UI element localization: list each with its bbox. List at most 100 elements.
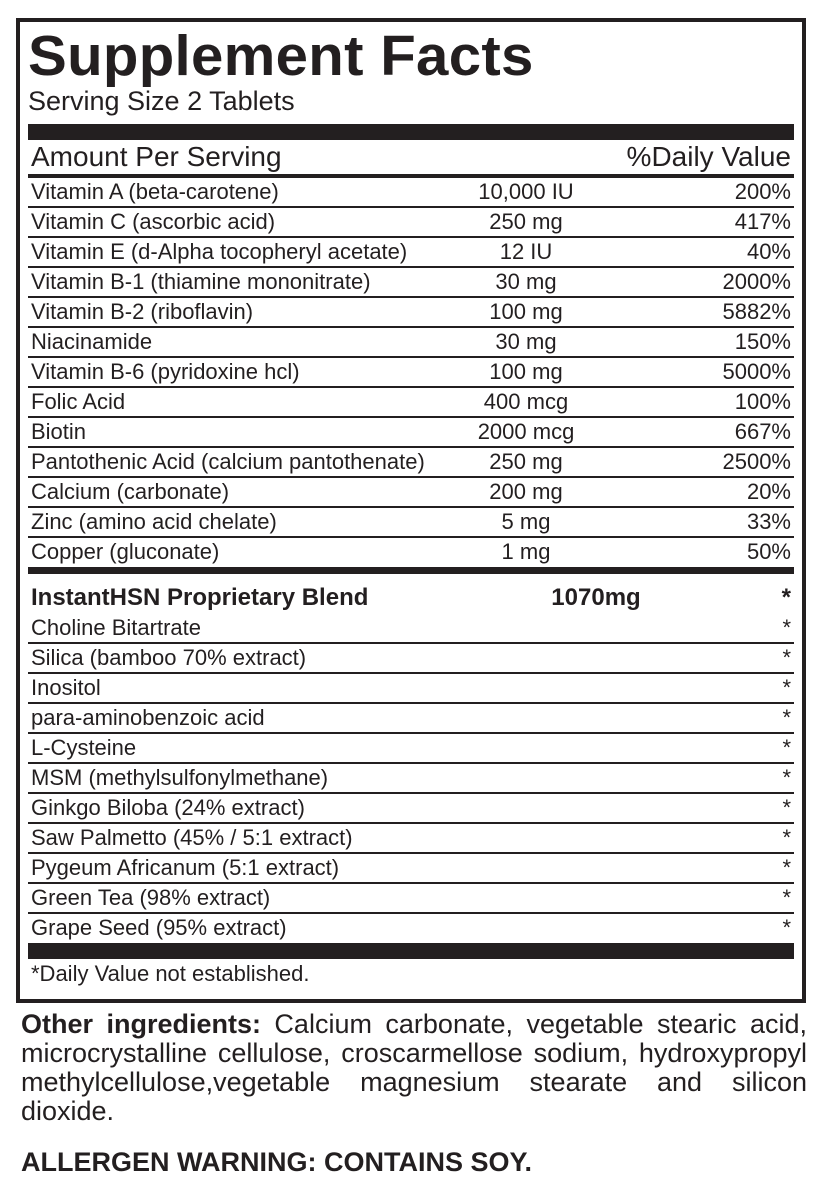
ingredient-daily-value: * — [782, 765, 791, 790]
nutrient-row: Vitamin B-1 (thiamine mononitrate) 30 mg 2… — [28, 268, 794, 298]
ingredient-name: Green Tea (98% extract) — [31, 885, 271, 910]
nutrient-amount: 30 mg — [495, 329, 557, 354]
blend-ingredient-row: Green Tea (98% extract) * — [28, 884, 794, 914]
nutrient-row: Vitamin E (d-Alpha tocopheryl acetate) 12… — [28, 238, 794, 268]
daily-value-label: %Daily Value — [626, 141, 791, 172]
ingredient-name: Ginkgo Biloba (24% extract) — [31, 795, 305, 820]
ingredient-name: Choline Bitartrate — [31, 615, 201, 640]
ingredient-daily-value: * — [782, 795, 791, 820]
nutrient-daily-value: 50% — [746, 539, 791, 564]
blend-ingredient-row: MSM (methylsulfonylmethane) * — [28, 764, 794, 794]
nutrient-daily-value: 5882% — [722, 299, 791, 324]
nutrient-amount: 250 mg — [489, 449, 563, 474]
divider-bar — [28, 124, 794, 140]
nutrient-name: Vitamin E (d-Alpha tocopheryl acetate) — [31, 239, 408, 264]
ingredient-name: Silica (bamboo 70% extract) — [31, 645, 307, 670]
nutrient-row: Pantothenic Acid (calcium pantothenate) 2… — [28, 448, 794, 478]
ingredient-name: MSM (methylsulfonylmethane) — [31, 765, 329, 790]
panel-title: Supplement Facts — [28, 24, 534, 88]
nutrient-daily-value: 150% — [734, 329, 791, 354]
ingredient-name: Inositol — [31, 675, 101, 700]
ingredient-daily-value: * — [782, 855, 791, 880]
blend-ingredient-row: Ginkgo Biloba (24% extract) * — [28, 794, 794, 824]
ingredient-name: Pygeum Africanum (5:1 extract) — [31, 855, 340, 880]
nutrient-row: Vitamin C (ascorbic acid) 250 mg 417% — [28, 208, 794, 238]
nutrient-daily-value: 100% — [734, 389, 791, 414]
nutrient-row: Folic Acid 400 mcg 100% — [28, 388, 794, 418]
serving-size: Serving Size 2 Tablets — [28, 86, 295, 116]
nutrient-amount: 1 mg — [501, 539, 551, 564]
blend-ingredient-row: Inositol * — [28, 674, 794, 704]
blend-ingredient-row: Saw Palmetto (45% / 5:1 extract) * — [28, 824, 794, 854]
divider-bar — [28, 943, 794, 959]
nutrient-table: Vitamin A (beta-carotene) 10,000 IU 200% Vi… — [28, 178, 794, 566]
blend-ingredient-list: Choline Bitartrate * Silica (bamboo 70% ex… — [28, 614, 794, 942]
other-ingredients-label: Other ingredients: — [21, 1009, 261, 1039]
nutrient-name: Folic Acid — [31, 389, 126, 414]
supplement-facts-panel: Supplement Facts Serving Size 2 Tablets … — [16, 18, 806, 1003]
nutrient-amount: 250 mg — [489, 209, 563, 234]
ingredient-name: L-Cysteine — [31, 735, 137, 760]
nutrient-name: Niacinamide — [31, 329, 153, 354]
ingredient-daily-value: * — [782, 735, 791, 760]
nutrient-row: Calcium (carbonate) 200 mg 20% — [28, 478, 794, 508]
nutrient-amount: 200 mg — [489, 479, 563, 504]
nutrient-row: Copper (gluconate) 1 mg 50% — [28, 538, 794, 566]
nutrient-daily-value: 33% — [746, 509, 791, 534]
ingredient-daily-value: * — [782, 705, 791, 730]
blend-ingredient-row: Choline Bitartrate * — [28, 614, 794, 644]
nutrient-name: Biotin — [31, 419, 87, 444]
nutrient-daily-value: 200% — [734, 179, 791, 204]
divider-bar — [28, 567, 794, 574]
nutrient-amount: 12 IU — [499, 239, 553, 264]
column-header: Amount Per Serving %Daily Value — [28, 140, 794, 174]
nutrient-amount: 2000 mcg — [477, 419, 575, 444]
ingredient-daily-value: * — [782, 915, 791, 940]
nutrient-row: Vitamin B-2 (riboflavin) 100 mg 5882% — [28, 298, 794, 328]
blend-dv: * — [781, 584, 791, 611]
nutrient-name: Zinc (amino acid chelate) — [31, 509, 277, 534]
ingredient-daily-value: * — [782, 675, 791, 700]
nutrient-row: Vitamin B-6 (pyridoxine hcl) 100 mg 5000% — [28, 358, 794, 388]
other-ingredients: Other ingredients: Calcium carbonate, ve… — [21, 1010, 807, 1126]
nutrient-daily-value: 2000% — [722, 269, 791, 294]
ingredient-name: Saw Palmetto (45% / 5:1 extract) — [31, 825, 353, 850]
nutrient-amount: 5 mg — [501, 509, 551, 534]
other-ingredients-text: Calcium carbonate, vegetable stearic aci… — [21, 1009, 807, 1126]
nutrient-daily-value: 5000% — [722, 359, 791, 384]
blend-ingredient-row: para-aminobenzoic acid * — [28, 704, 794, 734]
nutrient-amount: 100 mg — [489, 299, 563, 324]
ingredient-name: Grape Seed (95% extract) — [31, 915, 287, 940]
ingredient-daily-value: * — [782, 885, 791, 910]
nutrient-name: Copper (gluconate) — [31, 539, 220, 564]
divider-line — [28, 174, 794, 178]
blend-ingredient-row: Pygeum Africanum (5:1 extract) * — [28, 854, 794, 884]
nutrient-name: Pantothenic Acid (calcium pantothenate) — [31, 449, 425, 474]
blend-ingredient-row: L-Cysteine * — [28, 734, 794, 764]
blend-amount: 1070mg — [551, 584, 641, 611]
nutrient-amount: 400 mcg — [483, 389, 569, 414]
nutrient-row: Biotin 2000 mcg 667% — [28, 418, 794, 448]
blend-ingredient-row: Grape Seed (95% extract) * — [28, 914, 794, 942]
nutrient-name: Vitamin B-6 (pyridoxine hcl) — [31, 359, 300, 384]
nutrient-name: Calcium (carbonate) — [31, 479, 230, 504]
nutrient-amount: 30 mg — [495, 269, 557, 294]
nutrient-row: Zinc (amino acid chelate) 5 mg 33% — [28, 508, 794, 538]
nutrient-daily-value: 417% — [734, 209, 791, 234]
nutrient-row: Vitamin A (beta-carotene) 10,000 IU 200% — [28, 178, 794, 208]
nutrient-name: Vitamin B-2 (riboflavin) — [31, 299, 254, 324]
nutrient-daily-value: 40% — [746, 239, 791, 264]
blend-ingredient-row: Silica (bamboo 70% extract) * — [28, 644, 794, 674]
nutrient-name: Vitamin A (beta-carotene) — [31, 179, 279, 204]
allergen-warning: ALLERGEN WARNING: CONTAINS SOY. — [21, 1147, 533, 1177]
ingredient-daily-value: * — [782, 645, 791, 670]
nutrient-name: Vitamin B-1 (thiamine mononitrate) — [31, 269, 371, 294]
ingredient-daily-value: * — [782, 615, 791, 640]
nutrient-row: Niacinamide 30 mg 150% — [28, 328, 794, 358]
ingredient-daily-value: * — [782, 825, 791, 850]
blend-header-row: InstantHSN Proprietary Blend 1070mg * — [28, 574, 794, 614]
nutrient-name: Vitamin C (ascorbic acid) — [31, 209, 276, 234]
nutrient-amount: 10,000 IU — [478, 179, 574, 204]
blend-name: InstantHSN Proprietary Blend — [31, 584, 369, 611]
nutrient-daily-value: 20% — [746, 479, 791, 504]
